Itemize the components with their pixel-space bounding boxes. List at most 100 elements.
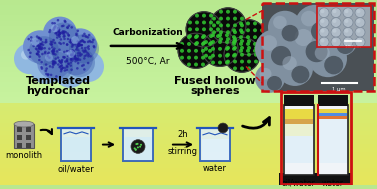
Circle shape (225, 47, 229, 51)
Circle shape (91, 41, 94, 43)
Circle shape (39, 37, 42, 40)
Circle shape (83, 51, 85, 53)
Circle shape (201, 49, 205, 53)
Text: hydrochar: hydrochar (26, 86, 90, 96)
Circle shape (267, 76, 282, 91)
Circle shape (131, 140, 145, 153)
Circle shape (85, 51, 88, 53)
Bar (0, 103, 377, 185)
Bar (285, 119, 313, 124)
Circle shape (77, 42, 80, 44)
Circle shape (260, 42, 264, 46)
Circle shape (343, 8, 353, 18)
Circle shape (202, 21, 206, 24)
Circle shape (66, 69, 68, 71)
Circle shape (62, 31, 65, 34)
Circle shape (86, 46, 89, 49)
Circle shape (62, 25, 65, 27)
Bar (0, 176, 377, 180)
Circle shape (58, 29, 60, 31)
Circle shape (21, 50, 31, 60)
Circle shape (331, 8, 341, 18)
Circle shape (41, 41, 44, 43)
Circle shape (54, 57, 57, 60)
Circle shape (48, 52, 50, 54)
Circle shape (63, 38, 66, 40)
Circle shape (87, 53, 90, 56)
Circle shape (14, 43, 46, 74)
Circle shape (67, 34, 70, 37)
Circle shape (63, 33, 65, 36)
Bar (61, 128, 91, 161)
Circle shape (254, 60, 258, 64)
Circle shape (240, 17, 244, 21)
Circle shape (78, 43, 81, 46)
Bar (279, 173, 351, 185)
Circle shape (343, 27, 353, 37)
Circle shape (81, 64, 83, 67)
Bar (285, 136, 313, 163)
Circle shape (74, 54, 77, 57)
Circle shape (81, 40, 84, 43)
Circle shape (180, 42, 184, 46)
Bar (0, 31, 377, 36)
Circle shape (84, 50, 86, 52)
Circle shape (333, 9, 337, 13)
Circle shape (77, 58, 79, 61)
Circle shape (74, 57, 76, 59)
Text: Templated: Templated (26, 76, 90, 86)
Circle shape (218, 47, 222, 51)
Circle shape (57, 19, 59, 22)
Circle shape (54, 53, 57, 56)
Circle shape (357, 29, 360, 33)
Circle shape (218, 123, 228, 133)
Bar (0, 36, 377, 41)
Circle shape (58, 59, 61, 62)
Circle shape (67, 50, 70, 53)
Circle shape (331, 18, 341, 27)
Circle shape (57, 30, 60, 33)
Circle shape (41, 67, 43, 70)
Bar (318, 95, 348, 106)
Circle shape (327, 27, 342, 41)
Bar (0, 67, 377, 72)
Circle shape (201, 42, 205, 46)
Circle shape (202, 14, 206, 18)
Circle shape (233, 60, 237, 64)
Circle shape (137, 146, 139, 148)
Circle shape (355, 8, 365, 18)
Circle shape (282, 25, 299, 41)
Text: oil/water: oil/water (282, 179, 316, 188)
Circle shape (41, 53, 44, 55)
Circle shape (59, 42, 93, 75)
Circle shape (320, 19, 325, 23)
Bar (317, 6, 371, 47)
Circle shape (71, 59, 74, 62)
Circle shape (232, 28, 236, 32)
Circle shape (233, 46, 237, 50)
Circle shape (31, 38, 39, 46)
Circle shape (225, 54, 229, 58)
Circle shape (87, 36, 89, 39)
Circle shape (233, 17, 237, 21)
Circle shape (66, 58, 69, 61)
Circle shape (61, 64, 71, 73)
Circle shape (268, 11, 302, 44)
Circle shape (60, 38, 62, 41)
Circle shape (54, 25, 57, 28)
Bar (26, 143, 31, 147)
Circle shape (194, 42, 198, 46)
Circle shape (53, 50, 55, 53)
Bar (0, 115, 377, 119)
Circle shape (333, 29, 337, 33)
Circle shape (187, 42, 191, 46)
Circle shape (77, 52, 79, 55)
Circle shape (78, 44, 80, 47)
Circle shape (54, 32, 57, 35)
Circle shape (67, 34, 70, 37)
Circle shape (209, 21, 213, 24)
Bar (0, 0, 377, 5)
Circle shape (53, 26, 56, 29)
Circle shape (57, 29, 59, 32)
Circle shape (58, 48, 61, 51)
